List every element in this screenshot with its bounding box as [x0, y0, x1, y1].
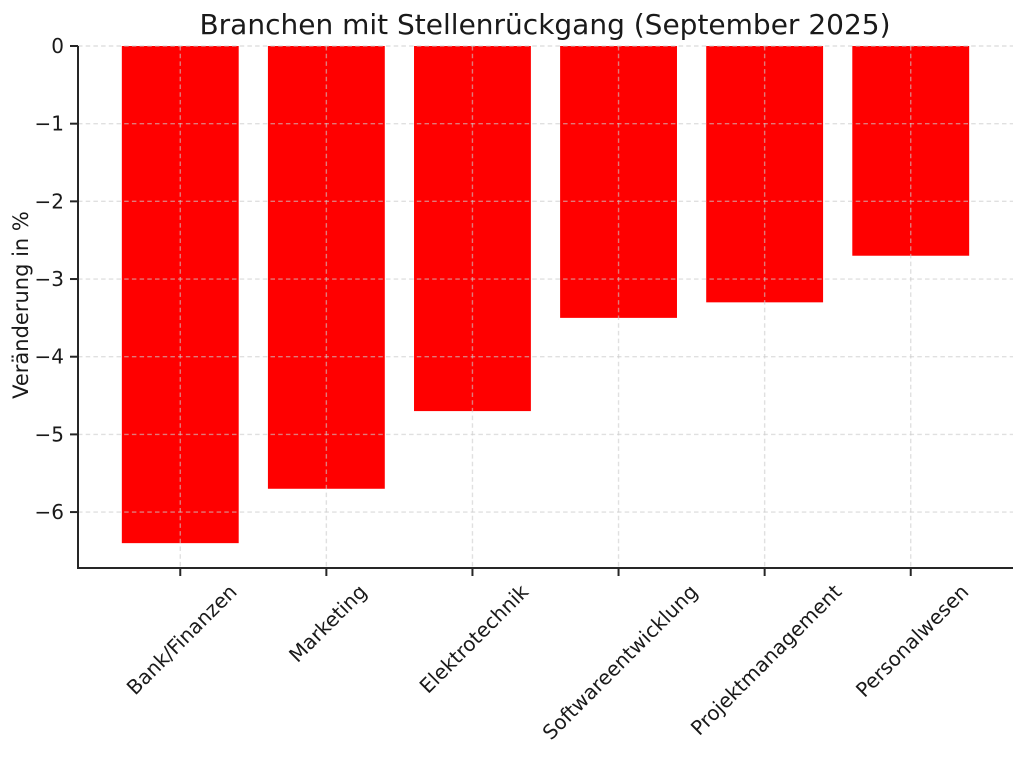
x-tick-label: Bank/Finanzen: [122, 580, 242, 700]
gridlines-layer: [78, 45, 1013, 568]
tick-marks-layer: [70, 45, 912, 576]
y-tick-label: −5: [35, 422, 64, 446]
x-tick-label: Personalwesen: [851, 580, 973, 702]
y-tick-label: −2: [35, 189, 64, 213]
x-tick-label: Projektmanagement: [686, 579, 847, 740]
axes-spines-layer: [77, 46, 1013, 569]
x-tick-label: Marketing: [284, 580, 371, 667]
x-tick-label: Softwareentwicklung: [538, 580, 703, 745]
y-tick-label: 0: [51, 34, 64, 58]
chart-title: Branchen mit Stellenrückgang (September …: [199, 8, 890, 41]
y-tick-label: −3: [35, 267, 64, 291]
bars-layer: [121, 46, 970, 544]
bar: [267, 46, 385, 489]
y-tick-label: −6: [35, 500, 64, 524]
y-axis-label: Veränderung in %: [9, 211, 33, 399]
y-tick-label: −1: [35, 112, 64, 136]
y-tick-label: −4: [35, 345, 64, 369]
x-tick-label: Elektrotechnik: [415, 579, 534, 698]
